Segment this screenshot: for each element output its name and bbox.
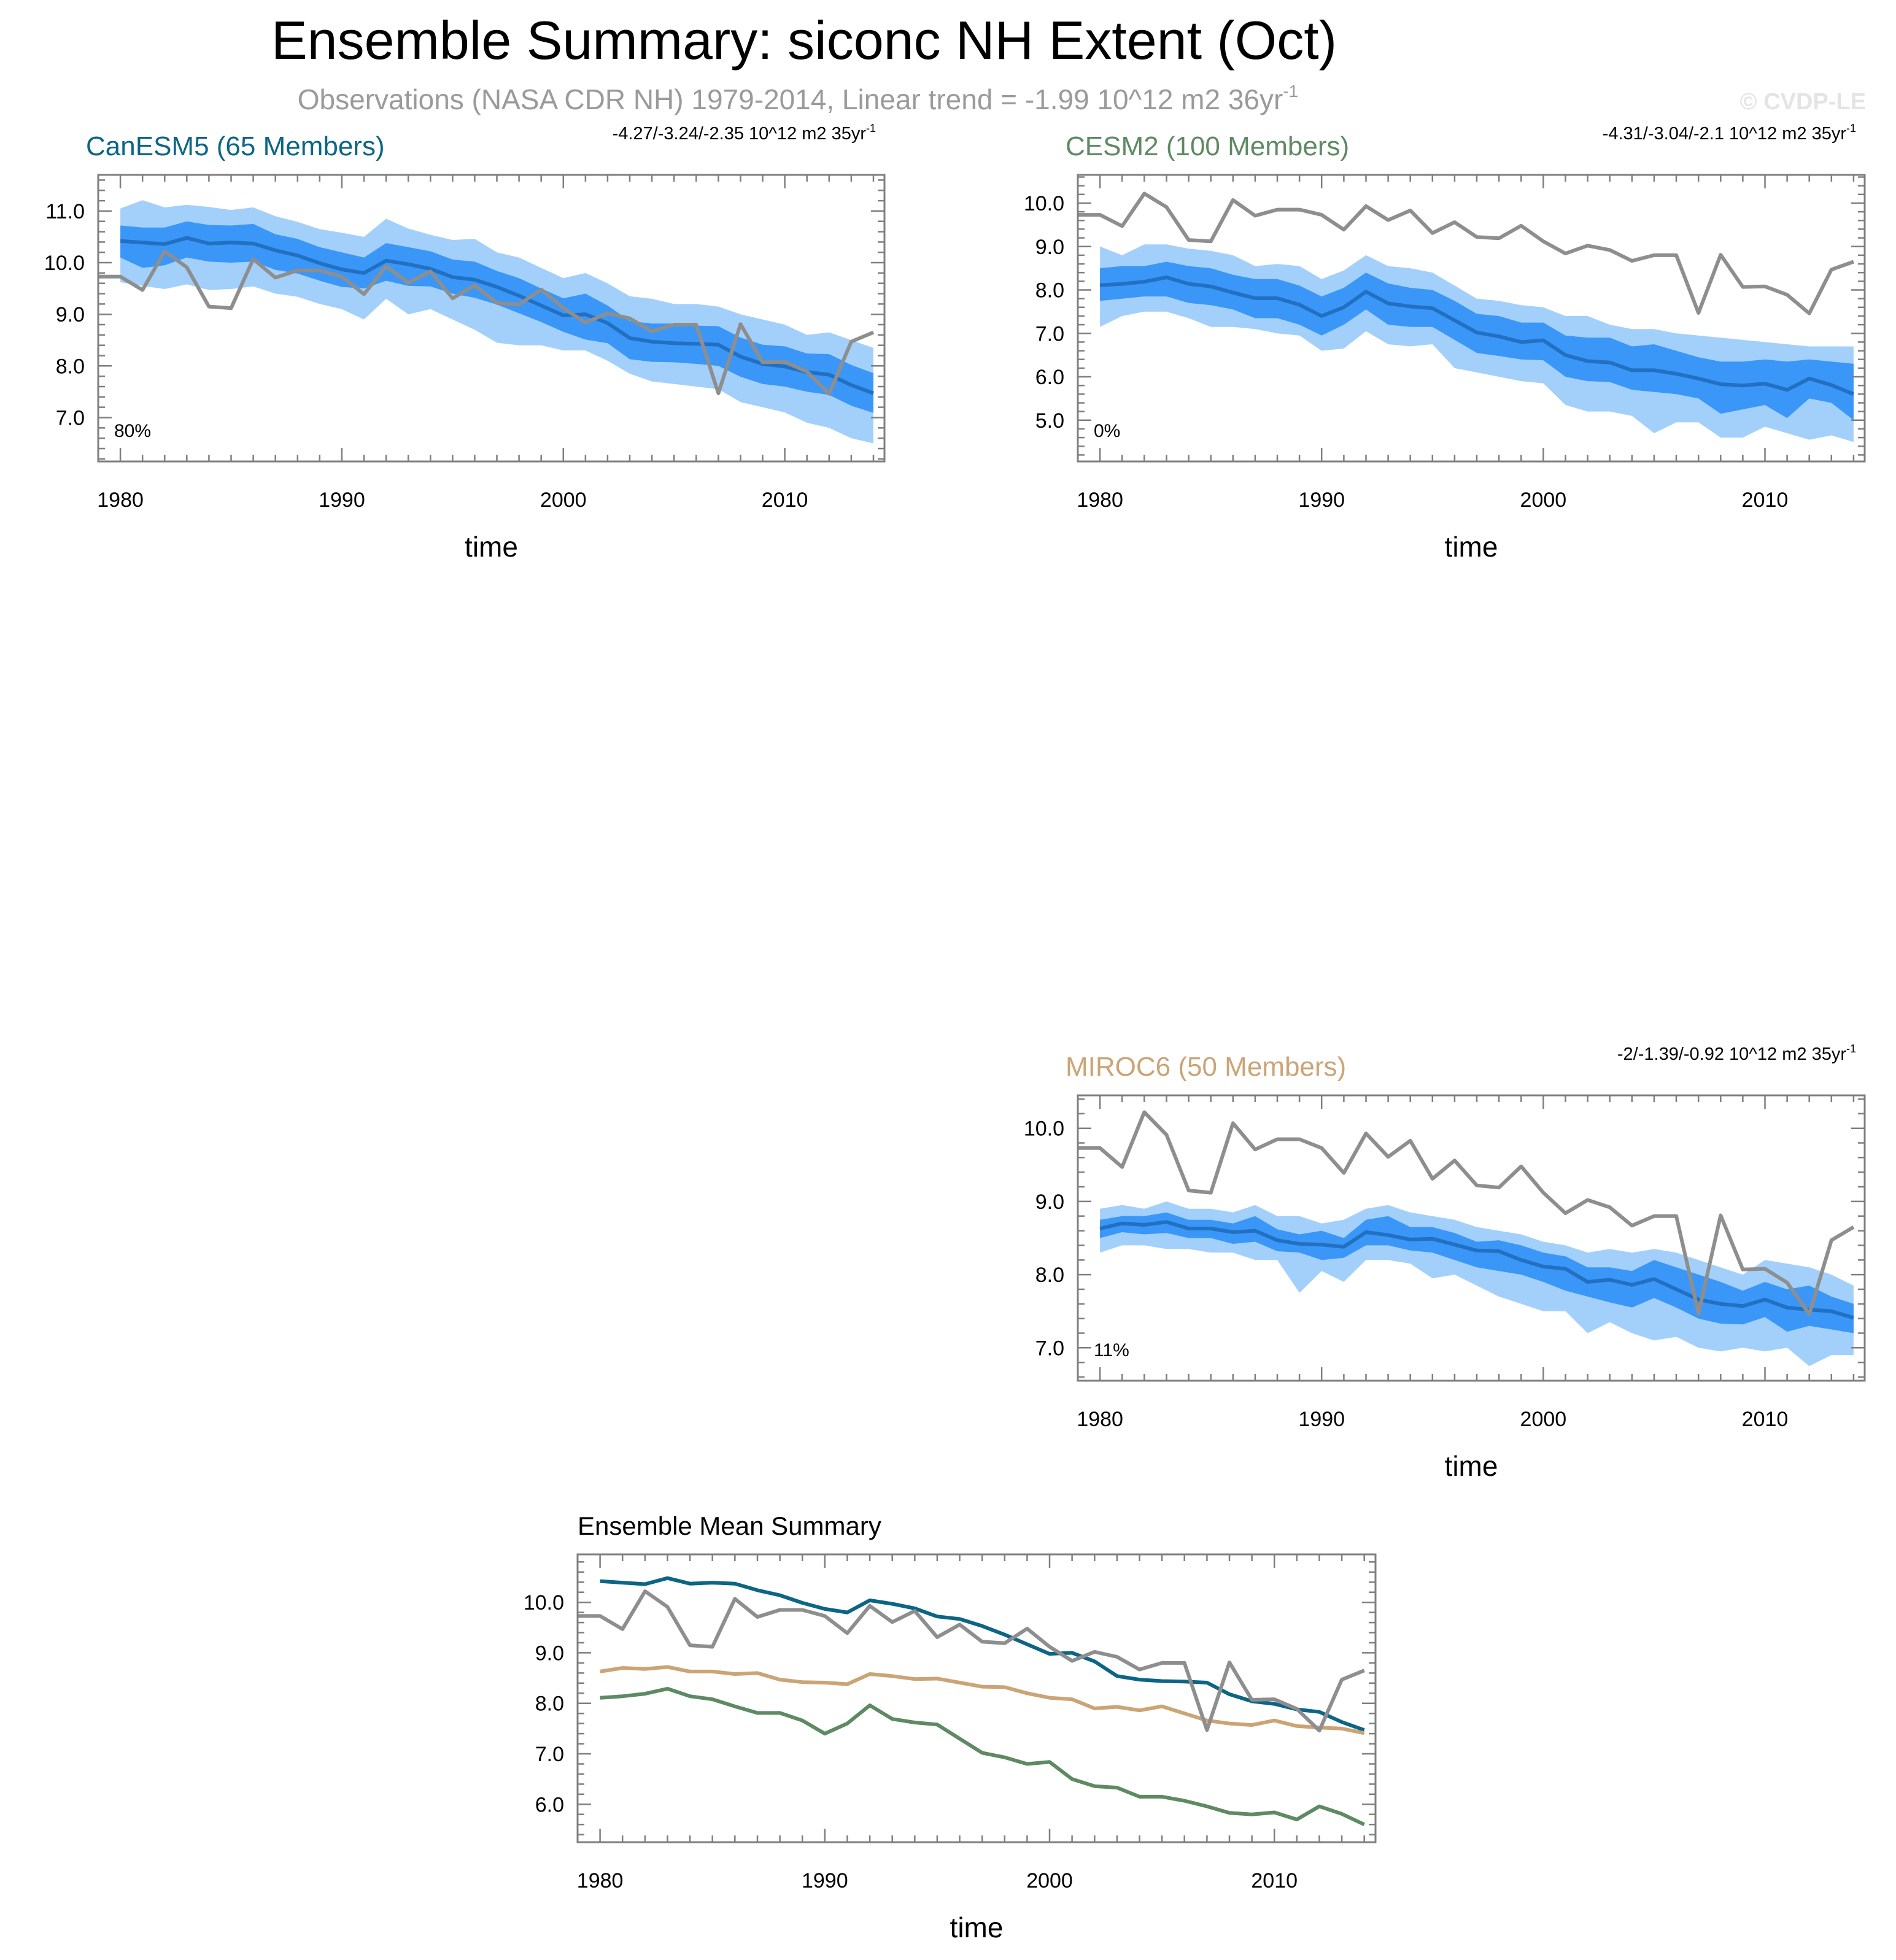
observations-line [1078,191,1854,315]
y-tick-label: 9.0 [56,303,85,326]
x-axis-title: time [1445,531,1498,563]
figure-subtitle: Observations (NASA CDR NH) 1979-2014, Li… [298,82,1298,115]
x-tick-label: 2010 [1251,1869,1298,1892]
percent-label-canesm5: 80% [114,421,151,441]
series-line-cesm2 [600,1686,1365,1826]
plot-frame-canesm5 [97,174,886,463]
x-tick-label: 1990 [802,1869,848,1892]
y-tick-label: 7.0 [535,1743,564,1766]
x-tick-label: 1990 [1298,1408,1345,1431]
y-tick-label: 8.0 [1035,1264,1064,1287]
y-tick-label: 9.0 [1035,236,1064,259]
trend-label-sup: -1 [1846,122,1856,134]
y-tick-label: 9.0 [1035,1190,1064,1214]
trend-label-canesm5: -4.27/-3.24/-2.35 10^12 m2 35yr-1 [613,122,876,144]
panel-title-summary: Ensemble Mean Summary [578,1511,881,1540]
y-tick-label: 6.0 [535,1793,564,1816]
series-line-canesm5 [600,1576,1365,1732]
x-tick-label: 1990 [1298,488,1345,512]
plot-frame-miroc6 [1077,1094,1866,1382]
panel-title-miroc6: MIROC6 (50 Members) [1066,1052,1346,1082]
ensemble-mean-line [120,236,875,395]
y-tick-label: 5.0 [1035,409,1064,433]
observations-line [98,249,875,396]
plot-area-canesm5 [98,200,875,444]
y-tick-label: 8.0 [56,355,85,378]
panel-cesm2: CESM2 (100 Members) -4.31/-3.04/-2.1 10^1… [1024,122,1866,563]
y-tick-label: 7.0 [1035,322,1064,345]
panel-title-canesm5: CanESM5 (65 Members) [86,131,385,161]
plot-frame-summary [576,1553,1377,1843]
x-axis-title: time [950,1912,1004,1943]
x-tick-label: 1980 [97,488,144,512]
figure-subtitle-text: Observations (NASA CDR NH) 1979-2014, Li… [298,83,1283,115]
panel-canesm5: CanESM5 (65 Members) -4.27/-3.24/-2.35 10… [44,122,886,563]
panel-miroc6: MIROC6 (50 Members) -2/-1.39/-0.92 10^12 … [1024,1043,1866,1482]
x-axis-title: time [465,531,518,563]
x-tick-label: 2010 [1742,488,1789,512]
x-tick-label: 1990 [319,488,365,512]
trend-label-text: -2/-1.39/-0.92 10^12 m2 35yr [1617,1044,1846,1064]
y-tick-label: 6.0 [1035,366,1064,389]
trend-label-sup: -1 [1846,1043,1856,1055]
trend-label-text: -4.27/-3.24/-2.35 10^12 m2 35yr [613,124,867,144]
y-tick-label: 8.0 [1035,279,1064,303]
panel-title-cesm2: CESM2 (100 Members) [1066,131,1349,161]
trend-label-text: -4.31/-3.04/-2.1 10^12 m2 35yr [1603,124,1847,144]
x-tick-label: 2000 [540,488,587,512]
ensemble-mean-line [1099,276,1855,396]
trend-label-cesm2: -4.31/-3.04/-2.1 10^12 m2 35yr-1 [1603,122,1856,144]
trend-label-sup: -1 [866,122,876,134]
x-tick-label: 1980 [1077,1408,1123,1431]
y-tick-label: 10.0 [44,252,85,275]
x-tick-label: 2000 [1520,1408,1567,1431]
x-tick-label: 2000 [1520,488,1567,512]
series-line-miroc6 [600,1665,1365,1735]
y-tick-label: 11.0 [45,200,85,223]
x-tick-label: 2010 [1742,1408,1789,1431]
y-tick-label: 7.0 [1035,1337,1064,1360]
x-tick-label: 2010 [762,488,808,512]
series-line-observations [578,1589,1365,1733]
y-tick-label: 7.0 [56,406,85,430]
percent-label-cesm2: 0% [1094,421,1120,441]
y-tick-label: 10.0 [1024,1117,1064,1141]
y-tick-label: 9.0 [535,1642,564,1665]
plot-frame-cesm2 [1077,174,1866,463]
ensemble-mean-line [1099,1220,1854,1320]
figure-subtitle-sup: -1 [1283,82,1298,101]
x-tick-label: 1980 [1077,488,1123,512]
plot-area-miroc6 [1078,1110,1855,1367]
x-tick-label: 1980 [577,1869,624,1892]
y-tick-label: 10.0 [524,1591,564,1615]
y-tick-label: 8.0 [535,1692,564,1716]
x-tick-label: 2000 [1026,1869,1073,1892]
observations-line [1078,1110,1855,1316]
plot-area-summary [578,1576,1365,1826]
x-axis-title: time [1445,1450,1498,1482]
panel-summary: Ensemble Mean Summary 1980 1990 2000 2010 6.0… [524,1511,1377,1943]
plot-area-cesm2 [1078,191,1855,442]
y-tick-label: 10.0 [1024,192,1064,215]
percent-label-miroc6: 11% [1094,1340,1129,1360]
figure-title: Ensemble Summary: siconc NH Extent (Oct) [271,10,1337,71]
panels-group: CanESM5 (65 Members) -4.27/-3.24/-2.35 10… [44,122,1866,1943]
copyright-label: © CVDP-LE [1740,89,1866,115]
trend-label-miroc6: -2/-1.39/-0.92 10^12 m2 35yr-1 [1617,1043,1856,1064]
